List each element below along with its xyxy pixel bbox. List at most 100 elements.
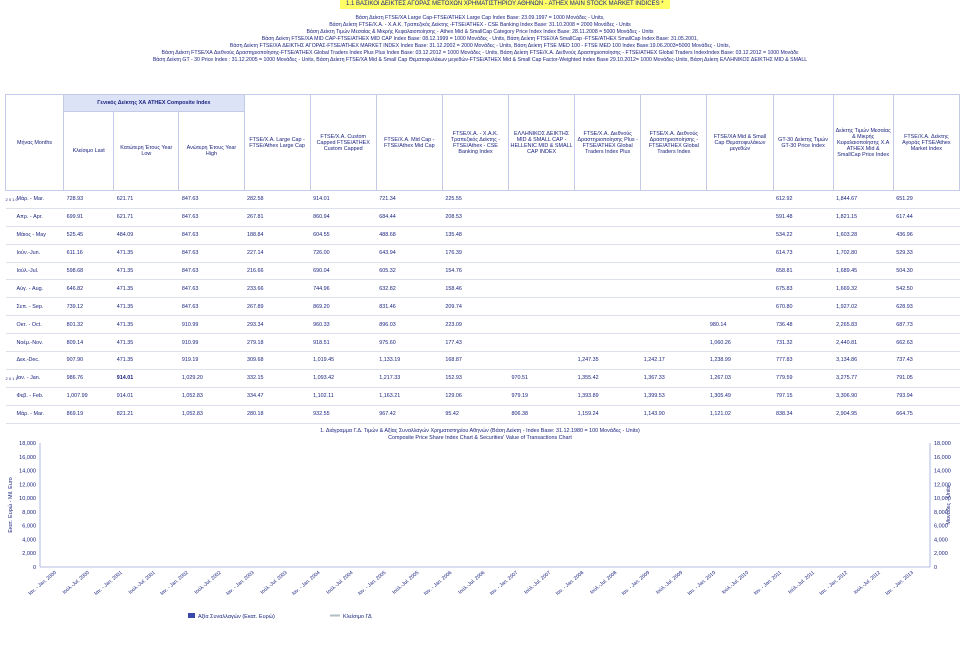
value-cell: 960.33: [310, 315, 377, 335]
value-cell: 675.83: [773, 279, 834, 299]
table-row: Οκτ. - Oct. 801.32 471.35 910.99 293.34 960.3…: [5, 315, 960, 335]
value-cell: 621.71: [113, 208, 179, 227]
legend-label-value: Αξία Συναλλαγών (Εκατ. Ευρώ): [198, 613, 275, 620]
value-cell: 225.55: [442, 190, 509, 209]
value-cell: 869.19: [63, 405, 114, 424]
x-tick-label: Ιούλ.-Jul. 2001: [127, 569, 157, 596]
value-cell: 188.84: [244, 226, 311, 245]
value-cell: 628.93: [893, 297, 960, 317]
group-header-composite: Γενικός Δείκτης ΧΑ ATHEX Composite Index: [63, 94, 245, 112]
value-cell: [706, 244, 773, 263]
x-tick-label: Ιούλ.-Jul. 2005: [391, 569, 421, 596]
value-cell: 471.35: [113, 279, 179, 299]
legend-swatch-value: [188, 613, 195, 618]
year-label: [5, 244, 14, 263]
month-cell: Νοέμ.-Nov.: [13, 333, 64, 353]
value-cell: 1,305.49: [706, 387, 773, 406]
value-cell: [574, 226, 641, 245]
value-cell: 135.48: [442, 226, 509, 245]
y-tick-label-left: 14,000: [19, 469, 36, 475]
value-cell: 152.93: [442, 369, 509, 388]
y-tick-label-left: 2,000: [22, 551, 36, 557]
y-tick-label-right: 10,000: [934, 496, 951, 502]
y-tick-label-right: 12,000: [934, 482, 951, 488]
value-cell: 598.68: [63, 262, 114, 281]
x-tick-label: Ιαν. - Jan. 2004: [291, 570, 322, 597]
value-cell: 176.39: [442, 244, 509, 263]
x-tick-label: Ιαν. - Jan. 2009: [621, 570, 652, 597]
value-cell: 1,399.53: [640, 387, 707, 406]
x-tick-label: Ιαν. - Jan. 2008: [555, 570, 586, 597]
y-tick-label-right: 0: [934, 565, 937, 571]
value-cell: 793.94: [893, 387, 960, 406]
value-cell: 1,238.99: [706, 351, 773, 370]
value-cell: [574, 333, 641, 353]
value-cell: 847.63: [178, 190, 244, 209]
value-cell: 3,134.86: [833, 351, 894, 370]
value-cell: 847.63: [178, 244, 244, 263]
col-header-month: Μήνας Months: [4, 94, 65, 191]
value-cell: [640, 244, 707, 263]
value-cell: [640, 279, 707, 299]
year-label: [5, 208, 14, 227]
month-cell: Μάρ. - Mar.: [13, 190, 64, 209]
value-cell: 605.32: [376, 262, 443, 281]
value-cell: 860.94: [310, 208, 377, 227]
month-cell: Φεβ. - Feb.: [13, 387, 64, 406]
value-cell: 651.29: [893, 190, 960, 209]
value-cell: 932.55: [310, 405, 377, 424]
value-cell: 484.09: [113, 226, 179, 245]
value-cell: 1,143.90: [640, 405, 707, 424]
value-cell: 736.48: [773, 315, 834, 335]
value-cell: 95.42: [442, 405, 509, 424]
value-cell: 3,275.77: [833, 369, 894, 388]
month-cell: Οκτ. - Oct.: [13, 315, 64, 335]
value-cell: 896.03: [376, 315, 443, 335]
y-tick-label-left: 18,000: [19, 441, 36, 447]
value-cell: [574, 297, 641, 317]
month-cell: Δεκ.-Dec.: [13, 351, 64, 370]
col-header-gt30: GT-30 Δείκτης Τιμών GT-30 Price Index: [772, 94, 834, 191]
value-cell: [640, 190, 707, 209]
value-cell: 847.63: [178, 279, 244, 299]
y-tick-label-left: 6,000: [22, 524, 36, 530]
value-cell: 970.51: [508, 369, 575, 388]
report-title: 1.1 ΒΑΣΙΚΟΙ ΔΕΙΚΤΕΣ ΑΓΟΡΑΣ ΜΕΤΟΧΩΝ ΧΡΗΜΑ…: [340, 0, 670, 9]
y-tick-label-right: 18,000: [934, 441, 951, 447]
value-cell: 809.14: [63, 333, 114, 353]
value-cell: [508, 333, 575, 353]
y-axis-label-left: Εκατ. Ευρώ - Mil. Euro: [7, 477, 14, 532]
value-cell: 267.89: [244, 297, 311, 317]
value-cell: 744.96: [310, 279, 377, 299]
value-cell: 471.35: [113, 351, 179, 370]
value-cell: 967.42: [376, 405, 443, 424]
value-cell: [508, 351, 575, 370]
value-cell: 158.46: [442, 279, 509, 299]
value-cell: 612.92: [773, 190, 834, 209]
index-base-note: Βάση Δείκτη FTSE/X.A. - X.A.K. Τραπεζικό…: [329, 22, 631, 28]
col-header-hellenic-mid-small: ΕΛΛΗΝΙΚΟΣ ΔΕΙΚΤΗΣ MID & SMALL CAP - HELL…: [507, 94, 576, 191]
month-cell: Ιούν.-Jun.: [13, 244, 64, 263]
x-tick-label: Ιούλ.-Jul. 2012: [852, 569, 882, 596]
value-cell: 154.76: [442, 262, 509, 281]
x-tick-label: Ιαν. - Jan. 2013: [884, 570, 915, 597]
value-cell: 731.32: [773, 333, 834, 353]
year-label: [5, 405, 14, 424]
value-cell: 914.01: [113, 369, 179, 388]
x-tick-label: Ιούλ.-Jul. 2011: [787, 569, 816, 595]
value-cell: 209.74: [442, 297, 509, 317]
value-cell: [574, 279, 641, 299]
col-header-market-index: FTSE/X.A. Δείκτης Αγοράς FTSE/Athex Mark…: [892, 94, 960, 191]
y-tick-label-right: 8,000: [934, 510, 948, 516]
indices-table: Μήνας Months Γενικός Δείκτης ΧΑ ATHEX Co…: [4, 94, 960, 424]
value-cell: 690.04: [310, 262, 377, 281]
value-cell: 662.63: [893, 333, 960, 353]
value-cell: 1,217.33: [376, 369, 443, 388]
value-cell: 919.19: [178, 351, 244, 370]
value-cell: 1,927.02: [833, 297, 894, 317]
value-cell: 831.46: [376, 297, 443, 317]
value-cell: 2,904.95: [833, 405, 894, 424]
y-tick-label-right: 16,000: [934, 455, 951, 461]
value-cell: [640, 226, 707, 245]
x-tick-label: Ιαν. - Jan. 2002: [159, 570, 190, 597]
